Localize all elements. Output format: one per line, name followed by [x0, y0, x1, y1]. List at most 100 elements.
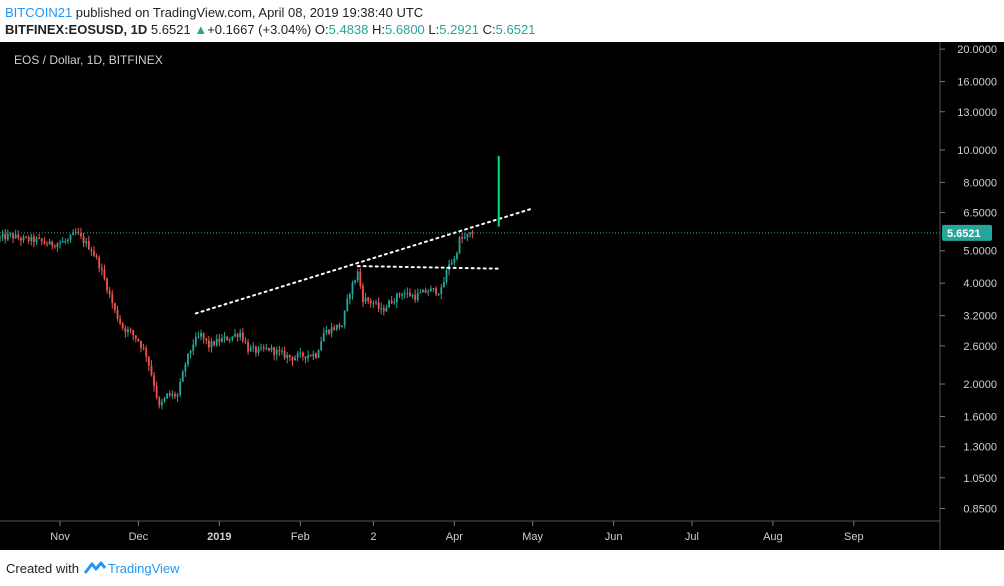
- candle-body: [179, 381, 182, 395]
- price-tick-label: 13.0000: [957, 107, 997, 119]
- candle-body: [6, 233, 9, 240]
- candle-body: [372, 302, 375, 304]
- candle-body: [414, 295, 417, 300]
- candle-body: [367, 297, 370, 301]
- chart-title: EOS / Dollar, 1D, BITFINEX: [14, 53, 163, 67]
- price-tick-label: 0.8500: [963, 503, 997, 515]
- candle-body: [207, 340, 210, 348]
- candle-body: [48, 241, 51, 245]
- candle-body: [288, 354, 291, 358]
- candle-body: [9, 233, 12, 235]
- candle-body: [61, 241, 64, 243]
- candle-body: [236, 334, 239, 338]
- price-tick-label: 3.2000: [963, 311, 997, 323]
- candle-body: [189, 350, 192, 354]
- close-value: 5.6521: [495, 22, 536, 37]
- candle-body: [168, 393, 171, 396]
- candle-body: [385, 307, 388, 312]
- candle-body: [328, 329, 330, 334]
- candle-body: [301, 352, 304, 357]
- candle-body: [134, 335, 137, 339]
- horizontal-resistance-line: [356, 265, 500, 270]
- price-change: +0.1667 (+3.04%): [207, 22, 312, 37]
- candle-body: [348, 293, 351, 299]
- candle-body: [440, 287, 443, 294]
- candle-body: [469, 232, 471, 235]
- candle-body: [262, 347, 265, 349]
- candle-body: [226, 336, 229, 341]
- candle-body: [335, 324, 338, 330]
- candle-body: [103, 269, 106, 279]
- candle-body: [234, 334, 236, 337]
- candle-body: [194, 336, 197, 345]
- candle-body: [322, 332, 325, 342]
- candle-body: [35, 237, 38, 242]
- candle-body: [432, 288, 435, 290]
- candle-body: [268, 347, 270, 351]
- candle-body: [0, 237, 1, 239]
- price-chart[interactable]: 20.0000 16.0000 13.0000 10.0000 8.0000 6.5000…: [0, 42, 1004, 550]
- candle-body: [294, 357, 296, 361]
- candle-body: [197, 336, 200, 338]
- candle-body: [450, 262, 453, 265]
- candle-body: [333, 327, 336, 330]
- time-tick-label: Jul: [685, 531, 699, 543]
- candle-body: [403, 293, 406, 295]
- candle-body: [429, 288, 432, 292]
- candle-body: [4, 233, 7, 240]
- candle-body: [205, 338, 208, 341]
- candle-body: [119, 318, 122, 324]
- candle-body: [375, 302, 377, 304]
- candle-body: [121, 323, 124, 329]
- candle-body: [98, 257, 101, 269]
- time-axis[interactable]: Nov Dec 2019 Feb 2 Apr May Jun Jul Aug Sep: [50, 521, 864, 543]
- time-tick-label: Nov: [50, 531, 70, 543]
- candle-body: [82, 236, 85, 244]
- candle-body: [338, 324, 341, 328]
- candle-body: [273, 347, 276, 355]
- candle-body: [116, 309, 119, 319]
- candle-body: [108, 290, 111, 294]
- candle-body: [315, 353, 317, 358]
- time-tick-label: Aug: [763, 531, 783, 543]
- candle-body: [427, 291, 430, 293]
- author-link[interactable]: BITCOIN21: [5, 5, 73, 20]
- symbol-name: BITFINEX:EOSUSD, 1D: [5, 22, 148, 37]
- candle-body: [111, 293, 114, 304]
- candle-body: [388, 300, 390, 308]
- candle-body: [113, 303, 116, 310]
- candle-body: [458, 237, 461, 254]
- candle-body: [142, 347, 145, 349]
- candle-body: [299, 352, 302, 354]
- candle-body: [291, 357, 294, 361]
- candle-body: [19, 238, 22, 241]
- candle-body: [398, 293, 401, 296]
- candle-body: [221, 338, 223, 342]
- candle-body: [247, 342, 249, 352]
- candle-body: [46, 243, 48, 245]
- candle-body: [453, 258, 456, 263]
- candle-body: [223, 336, 226, 339]
- candle-body: [218, 338, 221, 342]
- candle-body: [356, 271, 359, 281]
- price-axis[interactable]: 20.0000 16.0000 13.0000 10.0000 8.0000 6.5000…: [940, 44, 997, 515]
- price-tick-label: 2.6000: [963, 341, 997, 353]
- candle-body: [312, 353, 315, 357]
- candle-body: [53, 245, 56, 248]
- low-value: 5.2921: [439, 22, 480, 37]
- tradingview-brand-link[interactable]: TradingView: [108, 561, 180, 576]
- candle-body: [43, 241, 46, 244]
- candle-body: [160, 401, 163, 406]
- candle-body: [17, 234, 20, 239]
- candle-body: [187, 353, 189, 365]
- candle-body: [359, 271, 362, 286]
- candle-body: [461, 237, 464, 239]
- candle-body: [12, 233, 14, 239]
- chart-area[interactable]: 20.0000 16.0000 13.0000 10.0000 8.0000 6.5000…: [0, 42, 1004, 550]
- arrow-up-icon: ▲: [194, 22, 208, 37]
- candle-body: [215, 338, 218, 346]
- candle-body: [22, 236, 25, 241]
- candle-body: [445, 270, 448, 282]
- price-tick-label: 4.0000: [963, 278, 997, 290]
- tradingview-logo-icon[interactable]: [84, 560, 106, 576]
